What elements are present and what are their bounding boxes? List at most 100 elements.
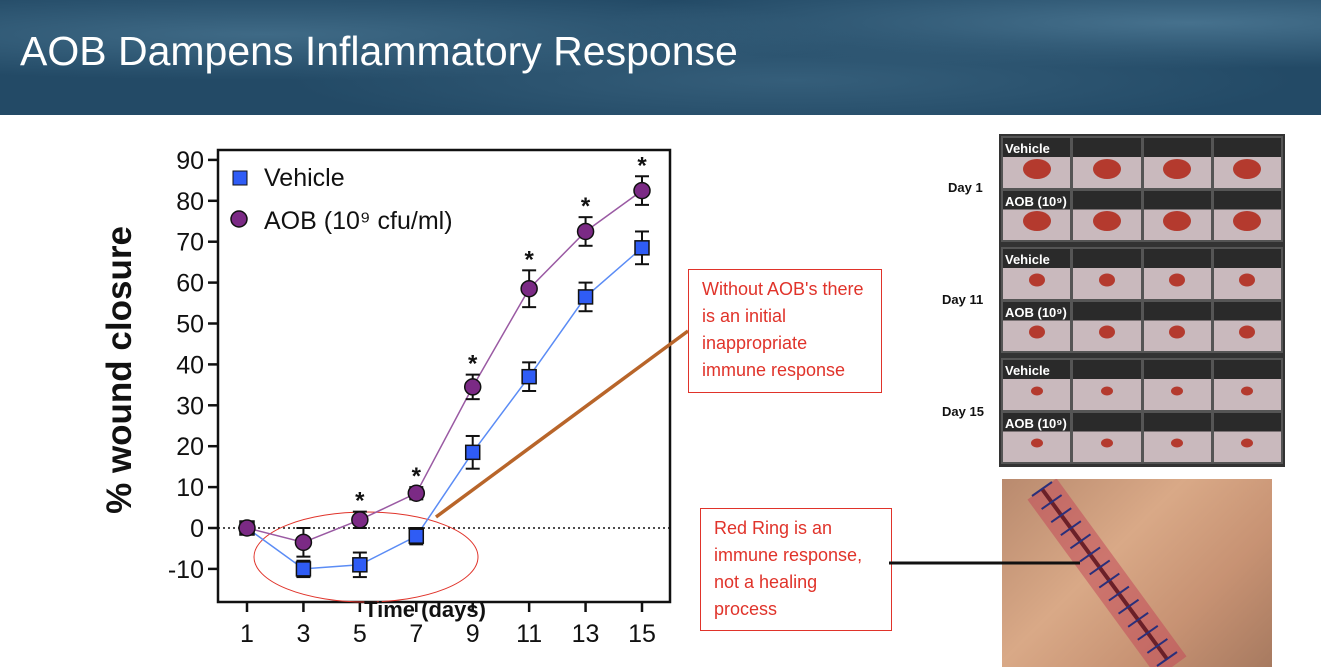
wound-mark	[1169, 325, 1186, 339]
wound-mark	[1100, 438, 1113, 448]
wound-mark	[1171, 438, 1184, 448]
wound-photo	[1213, 412, 1281, 462]
callout-red-ring: Red Ring is an immune response, not a he…	[700, 508, 892, 631]
wound-mark	[1092, 158, 1121, 179]
significance-marker: *	[355, 488, 365, 515]
slide-title: AOB Dampens Inflammatory Response	[20, 28, 738, 74]
data-point	[238, 519, 256, 537]
suture-illustration	[1027, 478, 1187, 672]
data-point	[577, 289, 594, 305]
legend-label: Vehicle	[264, 164, 345, 192]
suture-stitch	[1146, 638, 1168, 654]
wound-photo	[1143, 190, 1211, 240]
wound-mark	[1233, 211, 1262, 232]
x-axis-label: Time (days)	[364, 597, 486, 622]
y-tick-label: 70	[176, 229, 204, 257]
wound-photo	[1213, 301, 1281, 351]
suture-stitch	[1137, 625, 1159, 641]
day-label: Day 15	[942, 404, 984, 419]
data-point	[520, 279, 538, 298]
data-point	[294, 533, 313, 552]
callout-initial-immune-response: Without AOB's there is an initial inappr…	[688, 269, 882, 393]
day-label: Day 1	[948, 180, 983, 195]
significance-marker: *	[581, 193, 591, 220]
x-tick-label: 11	[516, 620, 542, 648]
suture-stitch	[1041, 494, 1063, 510]
y-tick-label: 80	[176, 188, 204, 216]
wound-photo	[1143, 412, 1211, 462]
suture-stitch	[1069, 533, 1092, 550]
legend-vehicle-marker	[232, 170, 248, 186]
wound-mark	[1092, 211, 1121, 232]
suture-stitch	[1079, 546, 1101, 563]
wound-mark	[1171, 386, 1184, 396]
data-point	[351, 511, 369, 529]
wound-mark	[1030, 386, 1043, 396]
suture-stitch	[1089, 559, 1111, 576]
wound-photo: Vehicle	[1003, 138, 1071, 188]
x-tick-label: 13	[572, 620, 600, 648]
photo-row-label: Vehicle	[1005, 252, 1050, 267]
wound-photo-grid: Vehicle AOB (10⁹) Vehicle AOB (10⁹) Vehicle A…	[999, 134, 1285, 467]
wound-mark	[1022, 158, 1051, 179]
x-tick-label: 1	[240, 620, 254, 648]
wound-photo	[1143, 138, 1211, 188]
y-tick-label: 30	[176, 392, 204, 420]
wound-photo	[1143, 360, 1211, 410]
y-tick-label: 90	[176, 147, 204, 175]
wound-mark	[1030, 438, 1043, 448]
title-banner: AOB Dampens Inflammatory Response	[0, 0, 1321, 115]
suture-stitch	[1156, 651, 1178, 667]
wound-mark	[1233, 158, 1262, 179]
photo-group: Vehicle AOB (10⁹)	[1001, 247, 1283, 353]
wound-photo	[1213, 360, 1281, 410]
x-tick-label: 15	[628, 620, 656, 648]
wound-mark	[1241, 438, 1254, 448]
data-point	[408, 528, 425, 544]
wound-mark	[1098, 325, 1115, 339]
x-tick-label: 9	[466, 620, 480, 648]
photo-row-label: Vehicle	[1005, 141, 1050, 156]
wound-mark	[1028, 325, 1045, 339]
data-point	[634, 240, 650, 256]
wound-photo	[1143, 249, 1211, 299]
y-tick-label: 40	[176, 351, 204, 379]
sutured-wound-photo	[1002, 478, 1272, 672]
photo-group: Vehicle AOB (10⁹)	[1001, 136, 1283, 242]
data-point	[295, 561, 312, 577]
photo-group: Vehicle AOB (10⁹)	[1001, 358, 1283, 464]
photo-row-label: AOB (10⁹)	[1005, 193, 1067, 209]
data-point	[633, 181, 651, 200]
y-tick-label: 60	[176, 270, 204, 298]
wound-mark	[1241, 386, 1254, 396]
series-aob	[238, 175, 651, 558]
wound-photo	[1073, 249, 1141, 299]
wound-mark	[1239, 273, 1256, 287]
wound-mark	[1163, 211, 1192, 232]
suture-stitch	[1108, 585, 1130, 602]
suture-stitch	[1031, 481, 1053, 497]
wound-mark	[1163, 158, 1192, 179]
wound-photo: Vehicle	[1003, 360, 1071, 410]
x-tick-label: 5	[353, 620, 367, 648]
wound-photo: Vehicle	[1003, 249, 1071, 299]
data-point	[521, 368, 537, 385]
day-label: Day 11	[942, 292, 984, 307]
wound-photo	[1073, 412, 1141, 462]
suture-stitch	[1098, 572, 1120, 589]
wound-mark	[1100, 386, 1113, 396]
wound-photo: AOB (10⁹)	[1003, 412, 1071, 462]
data-point	[407, 484, 426, 502]
wound-mark	[1028, 273, 1045, 287]
x-tick-label: 3	[296, 620, 310, 648]
wound-photo	[1073, 360, 1141, 410]
series-line	[246, 189, 643, 544]
y-tick-label: 10	[176, 474, 204, 502]
wound-photo: AOB (10⁹)	[1003, 301, 1071, 351]
wound-mark	[1098, 273, 1115, 287]
legend-aob-marker	[230, 210, 248, 228]
wound-photo	[1073, 190, 1141, 240]
wound-mark	[1239, 325, 1256, 339]
data-point	[464, 444, 481, 461]
